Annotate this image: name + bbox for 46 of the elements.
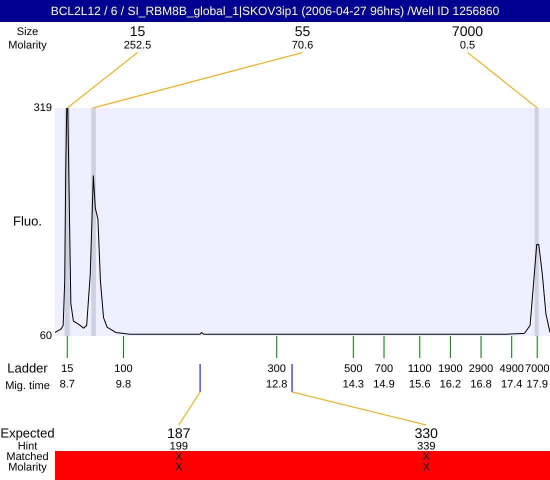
text: 1100 <box>408 363 432 376</box>
text: X <box>175 462 184 474</box>
chart-title: BCL2L12 / 6 / SI_RBM8B_global_1|SKOV3ip1 (2006-04-27 96hrs) /Well ID 1256860 <box>0 0 550 22</box>
text: 700 <box>374 363 394 376</box>
annotation: 330 <box>414 424 438 441</box>
text: 15 <box>61 363 74 376</box>
x-tick-label: 9.8 <box>116 378 132 391</box>
text: 500 <box>344 363 363 376</box>
x-tick-label: 16.8 <box>470 378 492 391</box>
text: Molarity <box>8 40 48 52</box>
text: 0.5 <box>460 40 476 52</box>
x-tick-label: 16.2 <box>440 378 462 391</box>
x-tick-label: 14.9 <box>373 378 395 391</box>
text: 7000 <box>524 363 550 376</box>
x-tick-label: 8.7 <box>60 378 75 391</box>
text: 199 <box>170 440 188 453</box>
x-tick-label: 17.4 <box>500 378 522 391</box>
text: Molarity <box>8 462 48 474</box>
text: 339 <box>417 440 436 453</box>
text: 70.6 <box>292 40 314 52</box>
text: 300 <box>268 363 286 376</box>
text: 100 <box>114 363 133 376</box>
annotation: 15 <box>130 22 146 39</box>
x-axis-title: Mig. time <box>5 380 50 392</box>
x-tick-label: 12.8 <box>266 378 288 391</box>
y-axis-title: Fluo. <box>13 214 42 229</box>
text: 2900 <box>468 363 494 376</box>
annotation: 7000 <box>452 22 484 39</box>
text: Size <box>16 26 38 38</box>
text: Ladder <box>7 360 48 376</box>
annotation: 55 <box>294 22 310 39</box>
text: Matched <box>6 451 49 464</box>
text: 4900 <box>499 363 524 376</box>
x-tick-label: 17.9 <box>526 378 548 391</box>
text: Expected <box>0 426 55 441</box>
text: 1900 <box>438 363 463 376</box>
text: 252.5 <box>124 40 152 52</box>
text: X <box>175 451 184 464</box>
y-tick-label: 60 <box>40 330 52 342</box>
x-tick-label: 14.3 <box>342 378 364 391</box>
text: X <box>422 462 431 474</box>
text: Hint <box>18 440 38 453</box>
annotation: 187 <box>167 424 191 441</box>
x-tick-label: 15.6 <box>409 378 430 391</box>
y-tick-label: 319 <box>34 102 52 114</box>
text: X <box>422 451 431 464</box>
